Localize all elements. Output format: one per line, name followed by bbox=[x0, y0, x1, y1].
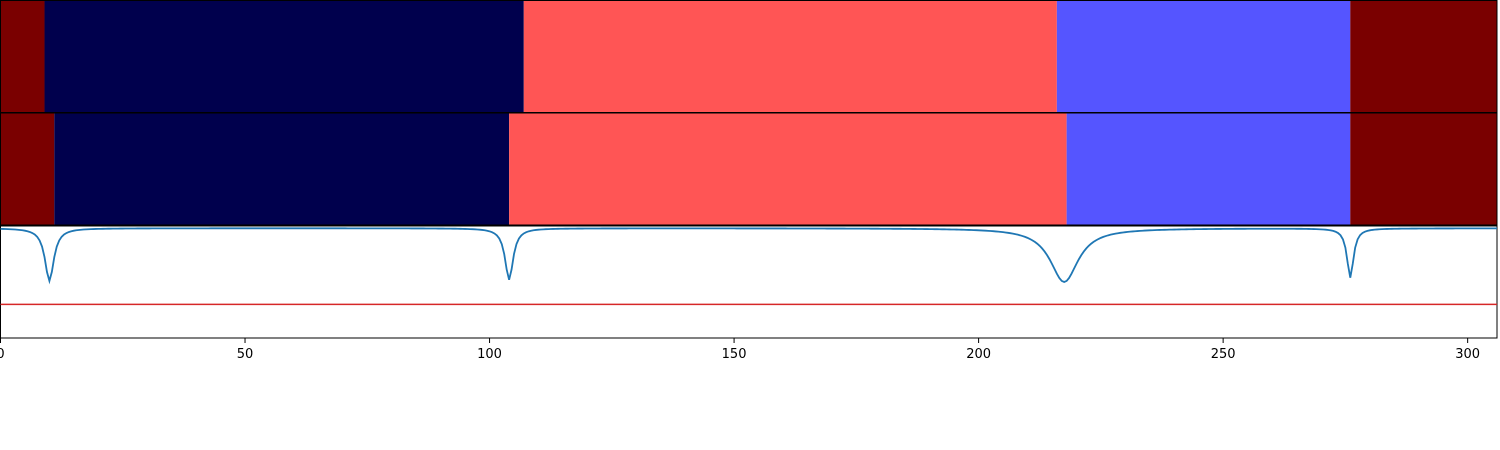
x-tick-label-250: 250 bbox=[1211, 347, 1236, 362]
segment-row-frame bbox=[0, 112, 1498, 226]
segment-1-1 bbox=[0, 0, 45, 113]
x-tick-label-50: 50 bbox=[237, 347, 254, 362]
segment-2-1 bbox=[0, 113, 55, 225]
x-tick-label-100: 100 bbox=[477, 347, 502, 362]
signal-line bbox=[0, 227, 1497, 285]
segment-2-2 bbox=[54, 113, 510, 225]
segment-1-2 bbox=[44, 0, 524, 113]
segment-row-2 bbox=[0, 112, 1498, 226]
x-tick-label-200: 200 bbox=[966, 347, 991, 362]
x-tick-label-0: 0 bbox=[0, 347, 5, 362]
segment-1-3 bbox=[523, 0, 1057, 113]
x-tick-label-300: 300 bbox=[1455, 347, 1480, 362]
signal-panel bbox=[0, 225, 1498, 339]
segment-1-4 bbox=[1056, 0, 1351, 113]
signal-panel-frame bbox=[0, 225, 1498, 339]
segment-2-3 bbox=[509, 113, 1067, 225]
segment-1-5 bbox=[1350, 0, 1497, 113]
segment-2-5 bbox=[1350, 113, 1497, 225]
x-tick-label-150: 150 bbox=[722, 347, 747, 362]
segment-2-4 bbox=[1066, 113, 1351, 225]
x-axis: 0 50 100 150 200 250 300 bbox=[0, 338, 1480, 362]
segment-row-1 bbox=[0, 0, 1498, 113]
